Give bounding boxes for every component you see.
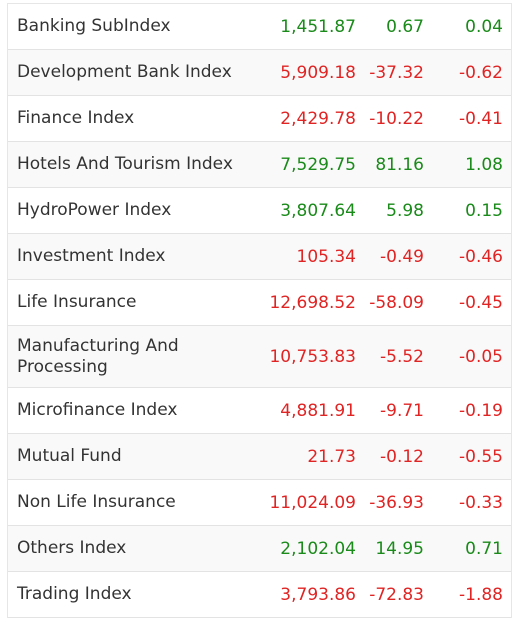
index-value: 1,451.87: [280, 16, 356, 37]
index-percent-change: -0.05: [459, 346, 503, 367]
index-point-change: 14.95: [375, 538, 424, 559]
table-row[interactable]: Microfinance Index 4,881.91 -9.71 -0.19: [8, 388, 511, 434]
index-value: 12,698.52: [269, 292, 356, 313]
index-percent-change: -0.45: [459, 292, 503, 313]
index-point-change: -5.52: [380, 346, 424, 367]
table-row[interactable]: Life Insurance 12,698.52 -58.09 -0.45: [8, 280, 511, 326]
index-value: 4,881.91: [280, 400, 356, 421]
table-row[interactable]: Investment Index 105.34 -0.49 -0.46: [8, 234, 511, 280]
index-percent-change: 0.04: [465, 16, 503, 37]
index-value: 7,529.75: [280, 154, 356, 175]
index-value: 5,909.18: [280, 62, 356, 83]
index-name: Life Insurance: [17, 292, 137, 312]
index-value: 105.34: [296, 246, 356, 267]
index-value: 10,753.83: [269, 346, 356, 367]
index-point-change: -0.12: [380, 446, 424, 467]
index-name: Finance Index: [17, 108, 135, 128]
table-row[interactable]: HydroPower Index 3,807.64 5.98 0.15: [8, 188, 511, 234]
table-row[interactable]: Non Life Insurance 11,024.09 -36.93 -0.3…: [8, 480, 511, 526]
index-point-change: 0.67: [386, 16, 424, 37]
index-point-change: -36.93: [369, 492, 424, 513]
index-point-change: -37.32: [369, 62, 424, 83]
index-name: HydroPower Index: [17, 200, 172, 220]
index-point-change: -9.71: [380, 400, 424, 421]
index-name: Mutual Fund: [17, 446, 122, 466]
index-percent-change: 0.71: [465, 538, 503, 559]
table-row[interactable]: Development Bank Index 5,909.18 -37.32 -…: [8, 50, 511, 96]
table-row[interactable]: Hotels And Tourism Index 7,529.75 81.16 …: [8, 142, 511, 188]
table-row[interactable]: Mutual Fund 21.73 -0.12 -0.55: [8, 434, 511, 480]
table-row[interactable]: Others Index 2,102.04 14.95 0.71: [8, 526, 511, 572]
index-percent-change: 0.15: [465, 200, 503, 221]
table-row[interactable]: Trading Index 3,793.86 -72.83 -1.88: [8, 572, 511, 618]
table-row[interactable]: Manufacturing And Processing 10,753.83 -…: [8, 326, 511, 388]
index-point-change: 5.98: [386, 200, 424, 221]
index-name: Trading Index: [17, 584, 132, 604]
index-point-change: -0.49: [380, 246, 424, 267]
index-percent-change: -0.55: [459, 446, 503, 467]
index-percent-change: -0.46: [459, 246, 503, 267]
sector-index-table: Banking SubIndex 1,451.87 0.67 0.04 Deve…: [7, 3, 512, 618]
index-point-change: 81.16: [375, 154, 424, 175]
index-name: Development Bank Index: [17, 62, 232, 82]
index-name: Hotels And Tourism Index: [17, 154, 233, 174]
index-name: Non Life Insurance: [17, 492, 176, 512]
index-name: Banking SubIndex: [17, 16, 171, 36]
index-percent-change: -1.88: [459, 584, 503, 605]
index-percent-change: -0.33: [459, 492, 503, 513]
index-point-change: -58.09: [369, 292, 424, 313]
index-percent-change: -0.62: [459, 62, 503, 83]
index-name: Microfinance Index: [17, 400, 178, 420]
index-percent-change: -0.19: [459, 400, 503, 421]
index-name: Others Index: [17, 538, 127, 558]
index-value: 21.73: [307, 446, 356, 467]
index-name: Manufacturing And Processing: [17, 335, 179, 377]
index-value: 3,807.64: [280, 200, 356, 221]
index-value: 2,102.04: [280, 538, 356, 559]
table-row[interactable]: Banking SubIndex 1,451.87 0.67 0.04: [8, 4, 511, 50]
index-point-change: -72.83: [369, 584, 424, 605]
index-value: 2,429.78: [280, 108, 356, 129]
index-percent-change: 1.08: [465, 154, 503, 175]
index-value: 11,024.09: [269, 492, 356, 513]
index-percent-change: -0.41: [459, 108, 503, 129]
index-name: Investment Index: [17, 246, 166, 266]
index-point-change: -10.22: [369, 108, 424, 129]
table-row[interactable]: Finance Index 2,429.78 -10.22 -0.41: [8, 96, 511, 142]
index-value: 3,793.86: [280, 584, 356, 605]
